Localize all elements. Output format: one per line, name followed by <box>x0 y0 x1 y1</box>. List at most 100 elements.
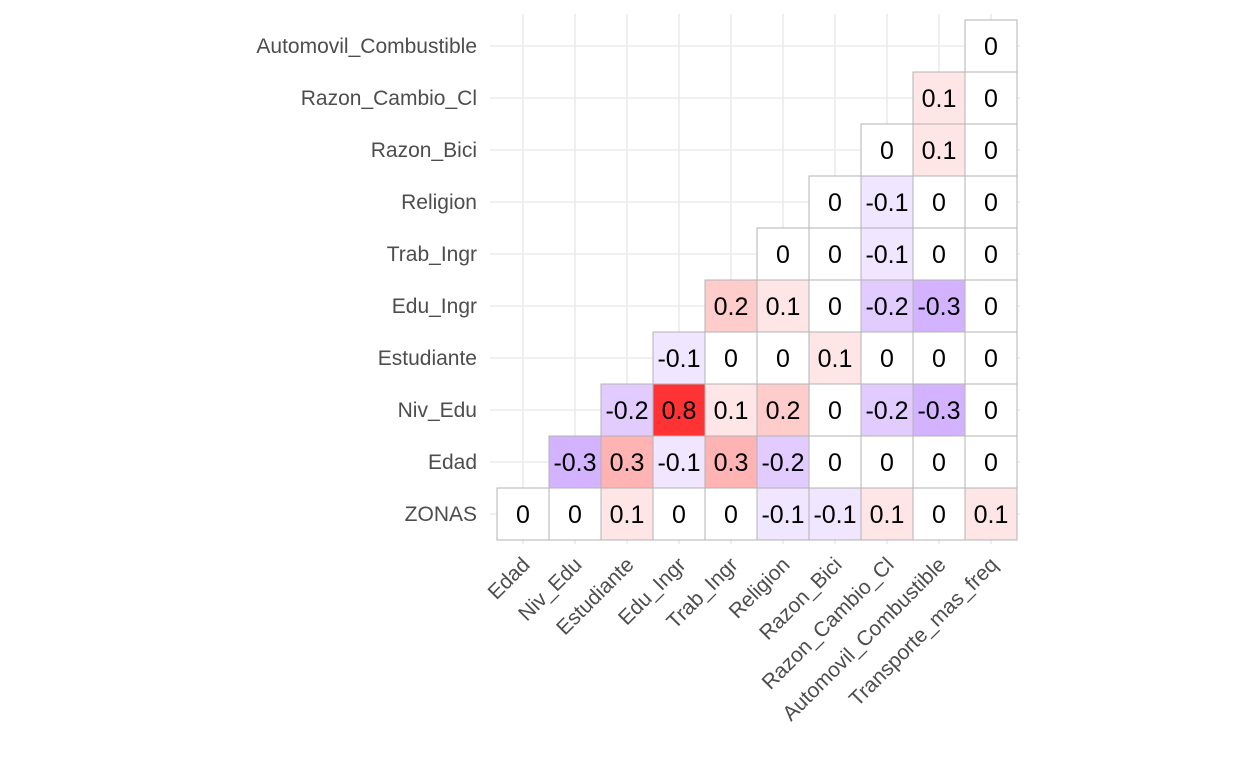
cell-value-label: 0.1 <box>610 501 645 529</box>
heatmap-cell <box>652 435 706 489</box>
cell-value-label: 0 <box>828 189 842 217</box>
heatmap-cell <box>600 435 654 489</box>
y-tick-label: Edad <box>428 451 477 474</box>
cell-value-label: 0 <box>932 345 946 373</box>
heatmap-cell <box>912 227 966 281</box>
cell-value-label: -0.3 <box>553 449 596 477</box>
heatmap-cell <box>808 383 862 437</box>
heatmap-cell <box>756 227 810 281</box>
y-tick-label: Edu_Ingr <box>392 295 477 318</box>
cell-value-label: 0 <box>828 293 842 321</box>
cell-value-label: 0 <box>880 449 894 477</box>
cell-value-label: 0 <box>828 449 842 477</box>
heatmap-cell <box>964 487 1018 541</box>
heatmap-cell <box>860 383 914 437</box>
cell-value-label: -0.1 <box>761 501 804 529</box>
cell-value-label: 0.1 <box>818 345 853 373</box>
cell-value-label: 0 <box>568 501 582 529</box>
y-tick-label: Automovil_Combustible <box>256 35 477 58</box>
y-tick-label: Razon_Bici <box>371 139 477 162</box>
y-axis-tick-labels: Automovil_Combustible Razon_Cambio_Cl Razo… <box>256 35 477 526</box>
cell-value-label: 0 <box>932 449 946 477</box>
heatmap-cell <box>652 487 706 541</box>
heatmap-cell <box>912 175 966 229</box>
heatmap-cell <box>704 487 758 541</box>
y-tick-label: Niv_Edu <box>398 399 477 422</box>
cell-value-label: 0.8 <box>662 397 697 425</box>
cell-value-label: 0.1 <box>922 85 957 113</box>
cell-value-label: 0.3 <box>714 449 749 477</box>
cell-value-label: 0 <box>724 501 738 529</box>
cell-value-label: 0 <box>984 33 998 61</box>
cell-value-label: 0.1 <box>766 293 801 321</box>
cell-value-label: -0.3 <box>917 293 960 321</box>
cell-value-label: 0.1 <box>870 501 905 529</box>
cell-value-label: -0.2 <box>865 293 908 321</box>
cell-value-label: 0.1 <box>974 501 1009 529</box>
cell-value-label: 0 <box>932 501 946 529</box>
heatmap-cell <box>912 331 966 385</box>
cell-value-label: 0 <box>984 293 998 321</box>
cell-value-label: -0.2 <box>761 449 804 477</box>
heatmap-cell <box>964 175 1018 229</box>
cell-value-label: 0 <box>516 501 530 529</box>
heatmap-cell <box>496 487 550 541</box>
heatmap-cell <box>704 383 758 437</box>
cell-value-label: 0 <box>984 241 998 269</box>
cell-value-label: -0.1 <box>657 345 700 373</box>
heatmap-cell <box>808 279 862 333</box>
cell-value-label: -0.2 <box>865 397 908 425</box>
heatmap-cell <box>704 435 758 489</box>
cell-value-label: -0.1 <box>865 189 908 217</box>
heatmap-cell <box>860 227 914 281</box>
cell-value-label: 0.2 <box>766 397 801 425</box>
heatmap-cell <box>964 227 1018 281</box>
heatmap-cell <box>912 279 966 333</box>
cell-value-label: 0 <box>880 345 894 373</box>
cell-value-label: 0 <box>984 449 998 477</box>
y-tick-label: Estudiante <box>378 347 477 370</box>
cell-value-label: 0 <box>724 345 738 373</box>
heatmap-cell <box>860 487 914 541</box>
heatmap-cell <box>964 19 1018 73</box>
cell-value-label: -0.1 <box>657 449 700 477</box>
cell-value-label: 0 <box>932 189 946 217</box>
cell-value-label: 0 <box>672 501 686 529</box>
heatmap-cell <box>808 487 862 541</box>
x-axis-tick-labels: EdadNiv_EduEstudianteEdu_IngrTrab_IngrRe… <box>484 553 1003 725</box>
heatmap-cell <box>600 383 654 437</box>
heatmap-cell <box>964 331 1018 385</box>
cell-value-label: 0 <box>776 345 790 373</box>
heatmap-cell <box>860 175 914 229</box>
cell-value-label: 0 <box>984 85 998 113</box>
y-tick-label: Religion <box>401 191 477 214</box>
y-tick-label: ZONAS <box>405 503 477 526</box>
heatmap-tiles <box>496 19 1018 541</box>
cell-value-label: 0 <box>984 345 998 373</box>
cell-value-label: -0.1 <box>865 241 908 269</box>
heatmap-cell <box>808 435 862 489</box>
cell-value-label: 0.1 <box>922 137 957 165</box>
heatmap-cell <box>808 331 862 385</box>
y-tick-label: Razon_Cambio_Cl <box>301 87 477 110</box>
cell-value-label: 0.3 <box>610 449 645 477</box>
cell-value-label: 0 <box>932 241 946 269</box>
heatmap-cell <box>704 279 758 333</box>
cell-value-label: 0 <box>984 397 998 425</box>
cell-value-label: 0.1 <box>714 397 749 425</box>
heatmap-cell <box>652 383 706 437</box>
heatmap-cell <box>912 435 966 489</box>
cell-value-label: 0 <box>776 241 790 269</box>
cell-value-label: -0.3 <box>917 397 960 425</box>
heatmap-cell <box>912 71 966 125</box>
cell-value-label: -0.2 <box>605 397 648 425</box>
heatmap-cell <box>964 71 1018 125</box>
cell-value-label: 0 <box>828 397 842 425</box>
y-tick-label: Trab_Ingr <box>387 243 477 266</box>
heatmap-cell <box>964 383 1018 437</box>
heatmap-cell <box>548 487 602 541</box>
cell-value-label: 0 <box>880 137 894 165</box>
heatmap-cell <box>756 487 810 541</box>
cell-value-label: 0 <box>828 241 842 269</box>
